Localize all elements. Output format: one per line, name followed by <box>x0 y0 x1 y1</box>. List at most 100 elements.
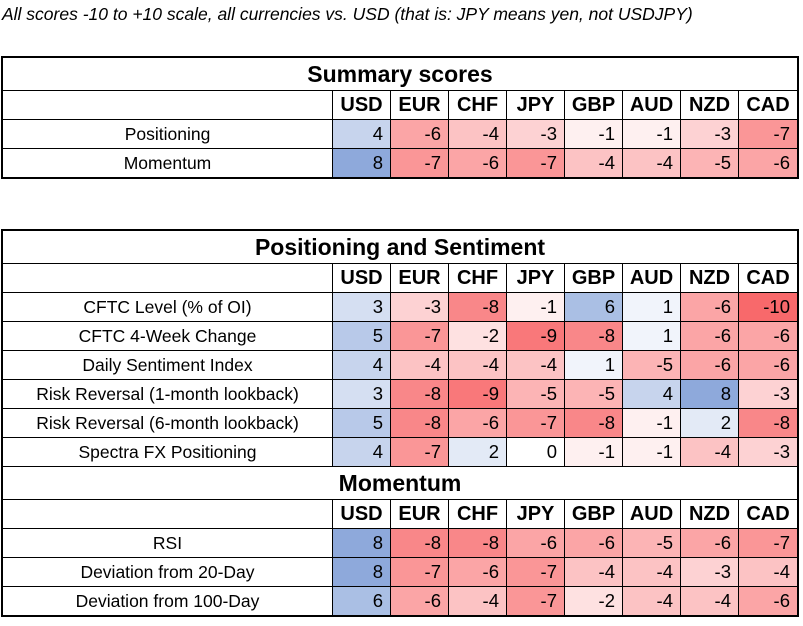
row-label: RSI <box>2 528 333 558</box>
score-cell-aud: -4 <box>622 586 681 616</box>
score-cell-usd: 8 <box>332 557 391 587</box>
score-cell-eur: -6 <box>390 586 449 616</box>
row-momentum: Momentum 8 -7 -6 -7 -4 -4 -5 -6 <box>2 148 798 178</box>
header-blank-cell <box>2 90 333 120</box>
currency-header-jpy: JPY <box>506 90 565 120</box>
score-cell-aud: 1 <box>622 321 681 351</box>
score-cell-eur: -4 <box>390 350 449 380</box>
score-cell-jpy: -1 <box>506 292 565 322</box>
section-title: Summary scores <box>2 57 798 91</box>
score-cell-chf: -4 <box>448 119 507 149</box>
score-cell-eur: -6 <box>390 119 449 149</box>
score-cell-chf: -6 <box>448 148 507 178</box>
section-title-row: Positioning and Sentiment <box>2 230 798 264</box>
currency-header-usd: USD <box>332 263 391 293</box>
score-cell-usd: 6 <box>332 586 391 616</box>
score-cell-chf: -2 <box>448 321 507 351</box>
score-cell-aud: -4 <box>622 148 681 178</box>
score-cell-cad: -7 <box>738 528 798 558</box>
score-cell-gbp: -2 <box>564 586 623 616</box>
score-cell-gbp: -1 <box>564 437 623 467</box>
score-cell-jpy: -7 <box>506 148 565 178</box>
score-cell-gbp: -5 <box>564 379 623 409</box>
header-blank-cell <box>2 499 333 529</box>
score-cell-cad: -6 <box>738 586 798 616</box>
row-cftc-level-of-oi: CFTC Level (% of OI) 3 -3 -8 -1 6 1 -6 -10 <box>2 292 798 322</box>
currency-header-cad: CAD <box>738 263 798 293</box>
currency-header-gbp: GBP <box>564 263 623 293</box>
score-cell-usd: 3 <box>332 292 391 322</box>
currency-header-cad: CAD <box>738 499 798 529</box>
score-cell-aud: -5 <box>622 528 681 558</box>
row-spectra-fx-positioning: Spectra FX Positioning 4 -7 2 0 -1 -1 -4 -3 <box>2 437 798 467</box>
score-cell-gbp: 6 <box>564 292 623 322</box>
currency-header-chf: CHF <box>448 263 507 293</box>
score-cell-eur: -7 <box>390 437 449 467</box>
score-cell-aud: 1 <box>622 292 681 322</box>
row-deviation-from-20-day: Deviation from 20-Day 8 -7 -6 -7 -4 -4 -3 -4 <box>2 557 798 587</box>
currency-header-chf: CHF <box>448 499 507 529</box>
section-title: Momentum <box>2 466 798 500</box>
score-cell-usd: 4 <box>332 437 391 467</box>
currency-header-row: USD EUR CHF JPY GBP AUD NZD CAD <box>2 499 798 529</box>
row-risk-reversal-1-month-lookback: Risk Reversal (1-month lookback) 3 -8 -9 -5-… <box>2 379 798 409</box>
row-risk-reversal-6-month-lookback: Risk Reversal (6-month lookback) 5 -8 -6 -7-… <box>2 408 798 438</box>
score-cell-nzd: -5 <box>680 148 739 178</box>
score-cell-jpy: -9 <box>506 321 565 351</box>
row-label: Risk Reversal (6-month lookback) <box>2 408 333 438</box>
score-cell-nzd: -3 <box>680 119 739 149</box>
score-cell-nzd: 8 <box>680 379 739 409</box>
score-cell-aud: 4 <box>622 379 681 409</box>
score-cell-gbp: -4 <box>564 148 623 178</box>
score-cell-chf: 2 <box>448 437 507 467</box>
currency-header-aud: AUD <box>622 263 681 293</box>
score-cell-chf: -6 <box>448 557 507 587</box>
score-cell-nzd: 2 <box>680 408 739 438</box>
score-cell-nzd: -6 <box>680 528 739 558</box>
currency-header-aud: AUD <box>622 499 681 529</box>
currency-header-nzd: NZD <box>680 263 739 293</box>
currency-header-eur: EUR <box>390 90 449 120</box>
score-cell-jpy: -7 <box>506 557 565 587</box>
score-cell-usd: 3 <box>332 379 391 409</box>
currency-header-row: USD EUR CHF JPY GBP AUD NZD CAD <box>2 90 798 120</box>
currency-header-eur: EUR <box>390 263 449 293</box>
score-cell-nzd: -4 <box>680 437 739 467</box>
score-cell-aud: -1 <box>622 119 681 149</box>
currency-header-gbp: GBP <box>564 499 623 529</box>
currency-header-nzd: NZD <box>680 90 739 120</box>
score-cell-chf: -4 <box>448 350 507 380</box>
score-cell-nzd: -4 <box>680 586 739 616</box>
score-cell-usd: 8 <box>332 528 391 558</box>
score-cell-jpy: -7 <box>506 408 565 438</box>
score-cell-aud: -4 <box>622 557 681 587</box>
score-cell-eur: -7 <box>390 557 449 587</box>
score-cell-jpy: -6 <box>506 528 565 558</box>
currency-header-chf: CHF <box>448 90 507 120</box>
score-cell-usd: 4 <box>332 350 391 380</box>
score-cell-chf: -9 <box>448 379 507 409</box>
row-label: Risk Reversal (1-month lookback) <box>2 379 333 409</box>
currency-header-nzd: NZD <box>680 499 739 529</box>
scale-note: All scores -10 to +10 scale, all currenc… <box>2 4 693 24</box>
currency-header-usd: USD <box>332 90 391 120</box>
score-cell-chf: -6 <box>448 408 507 438</box>
score-cell-usd: 5 <box>332 321 391 351</box>
currency-header-row: USD EUR CHF JPY GBP AUD NZD CAD <box>2 263 798 293</box>
currency-header-usd: USD <box>332 499 391 529</box>
score-cell-jpy: -5 <box>506 379 565 409</box>
section-title: Positioning and Sentiment <box>2 230 798 264</box>
row-positioning: Positioning 4 -6 -4 -3 -1 -1 -3 -7 <box>2 119 798 149</box>
score-cell-usd: 8 <box>332 148 391 178</box>
score-cell-jpy: 0 <box>506 437 565 467</box>
row-label: CFTC Level (% of OI) <box>2 292 333 322</box>
score-cell-chf: -8 <box>448 292 507 322</box>
row-label: Deviation from 100-Day <box>2 586 333 616</box>
score-cell-aud: -1 <box>622 437 681 467</box>
score-cell-jpy: -3 <box>506 119 565 149</box>
score-cell-usd: 5 <box>332 408 391 438</box>
row-label: Momentum <box>2 148 333 178</box>
row-label: Positioning <box>2 119 333 149</box>
score-cell-chf: -8 <box>448 528 507 558</box>
row-label: Spectra FX Positioning <box>2 437 333 467</box>
